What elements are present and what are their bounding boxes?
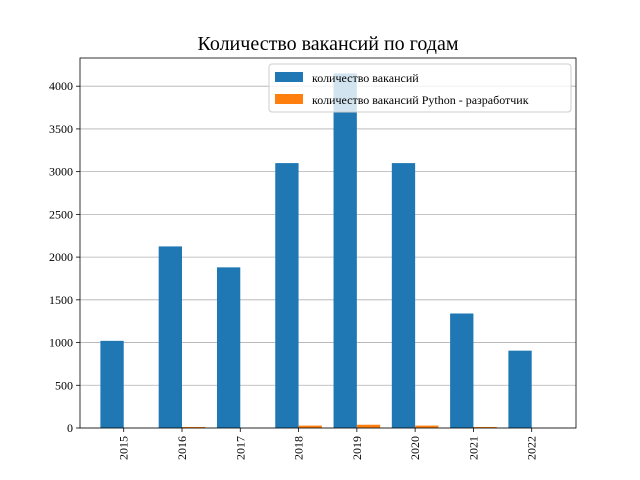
bar-vacancies-2017: [216, 267, 241, 428]
legend-label: количество вакансий Python - разработчик: [312, 93, 529, 107]
y-tick-label: 500: [55, 378, 73, 392]
x-tick-label: 2021: [466, 436, 480, 460]
y-tick-label: 3000: [49, 165, 73, 179]
chart-title: Количество вакансий по годам: [198, 33, 459, 55]
bar-vacancies-2020: [391, 163, 416, 428]
x-tick-label: 2019: [350, 436, 364, 460]
y-axis-ticks: 0 500 1000 1500 2000 2500 3000 3500 4000: [49, 79, 80, 435]
bar-vacancies-2021: [450, 313, 474, 428]
x-tick-label: 2016: [175, 436, 189, 460]
bar-python-2021: [473, 426, 497, 428]
bar-python-2018: [298, 425, 322, 428]
bar-python-2019: [356, 424, 381, 428]
axes: [79, 57, 577, 429]
y-tick-label: 1000: [49, 336, 73, 350]
x-tick-label: 2018: [292, 436, 306, 460]
bars: [100, 73, 532, 428]
bar-vacancies-2016: [158, 246, 182, 428]
x-tick-label: 2022: [525, 436, 539, 460]
grid-lines: [80, 85, 576, 429]
bar-vacancies-2015: [100, 340, 124, 428]
x-tick-label: 2017: [233, 436, 247, 460]
bar-vacancies-2019: [333, 73, 357, 428]
y-tick-label: 0: [67, 421, 73, 435]
legend-box: [268, 63, 572, 113]
bar-python-2016: [181, 426, 206, 428]
legend: количество вакансий количество вакансий P…: [268, 63, 572, 113]
y-tick-label: 2500: [49, 207, 73, 221]
y-tick-label: 1500: [49, 293, 73, 307]
y-tick-label: 4000: [49, 79, 73, 93]
x-tick-label: 2015: [117, 436, 131, 460]
legend-swatch: [275, 72, 303, 82]
bar-vacancies-2018: [275, 163, 299, 428]
legend-label: количество вакансий: [312, 71, 419, 85]
x-tick-label: 2020: [408, 436, 422, 460]
legend-swatch: [275, 94, 303, 104]
y-tick-label: 2000: [49, 250, 73, 264]
y-tick-label: 3500: [49, 122, 73, 136]
bar-python-2020: [415, 425, 439, 428]
plot-frame: [79, 57, 577, 429]
x-axis-ticks: 2015 2016 2017 2018 2019 2020 2021 2022: [117, 428, 539, 460]
bar-vacancies-2022: [508, 350, 532, 428]
